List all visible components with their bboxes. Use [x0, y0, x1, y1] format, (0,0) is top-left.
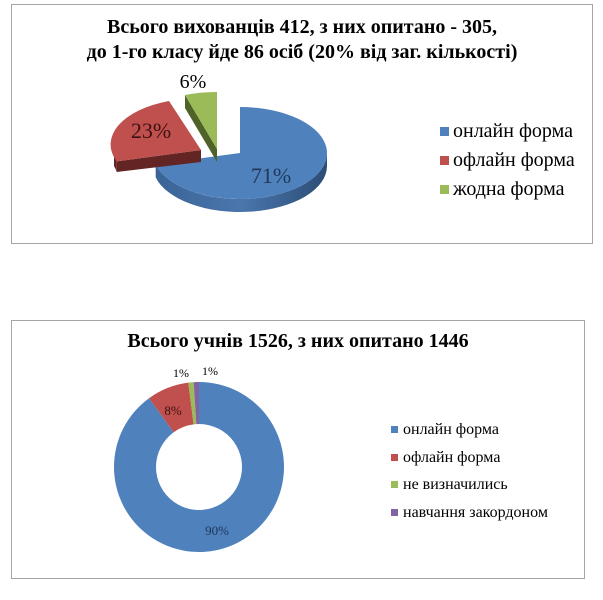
chart-title-line-1: Всього учнів 1526, з них опитано 1446 [127, 330, 469, 352]
legend-label: офлайн форма [453, 149, 575, 171]
legend: онлайн форма офлайн форма жодна форма [440, 117, 575, 204]
legend-swatch-blue [440, 127, 449, 136]
legend-item-online: онлайн форма [390, 416, 548, 444]
legend-swatch-green [391, 481, 398, 488]
legend-item-undecided: не визначились [390, 471, 548, 499]
label-undecided: 1% [173, 366, 189, 380]
legend-item-online: онлайн форма [440, 117, 575, 146]
label-offline: 8% [164, 403, 182, 418]
legend-label: онлайн форма [453, 120, 574, 142]
legend-label: не визначились [403, 476, 508, 493]
label-offline: 23% [131, 118, 171, 143]
legend-label: онлайн форма [403, 421, 500, 438]
label-online: 71% [251, 163, 291, 188]
doughnut-plot: 90% 8% 1% 1% [113, 364, 284, 552]
legend-swatch-purple [391, 508, 398, 516]
slice-none [185, 91, 217, 162]
slice-abroad [193, 382, 199, 425]
chart-pupils-preschool: Всього вихованців 412, з них опитано - 3… [11, 4, 593, 244]
legend-label: жодна форма [453, 178, 565, 200]
slice-online [155, 107, 328, 213]
legend-item-offline: офлайн форма [440, 146, 575, 175]
legend-item-offline: офлайн форма [390, 444, 548, 472]
legend-item-abroad: навчання закордоном [390, 499, 548, 527]
pie-3d-plot: 71% 23% 6% [110, 71, 328, 213]
chart-pupils-school: Всього учнів 1526, з них опитано 1446 90… [11, 320, 585, 579]
slice-undecided [188, 382, 197, 425]
slice-online [113, 382, 284, 552]
chart-title: Всього вихованців 412, з них опитано - 3… [12, 15, 592, 65]
legend-label: офлайн форма [403, 448, 501, 466]
slice-offline [149, 382, 194, 433]
legend-swatch-blue [391, 426, 398, 433]
label-online: 90% [205, 523, 229, 538]
chart-title-line-2: до 1-го класу йде 86 осіб (20% від заг. … [86, 41, 518, 63]
legend-label: навчання закордоном [403, 503, 548, 521]
legend-swatch-red [391, 453, 398, 461]
label-abroad: 1% [202, 364, 218, 378]
legend-swatch-green [440, 185, 449, 194]
label-none: 6% [180, 71, 207, 93]
chart-title: Всього учнів 1526, з них опитано 1446 [12, 329, 584, 354]
legend-swatch-red [440, 156, 449, 165]
legend: онлайн форма офлайн форма не визначились… [390, 416, 548, 526]
chart-title-line-1: Всього вихованців 412, з них опитано - 3… [106, 16, 498, 38]
legend-item-none: жодна форма [440, 175, 575, 204]
slice-offline [110, 101, 201, 172]
